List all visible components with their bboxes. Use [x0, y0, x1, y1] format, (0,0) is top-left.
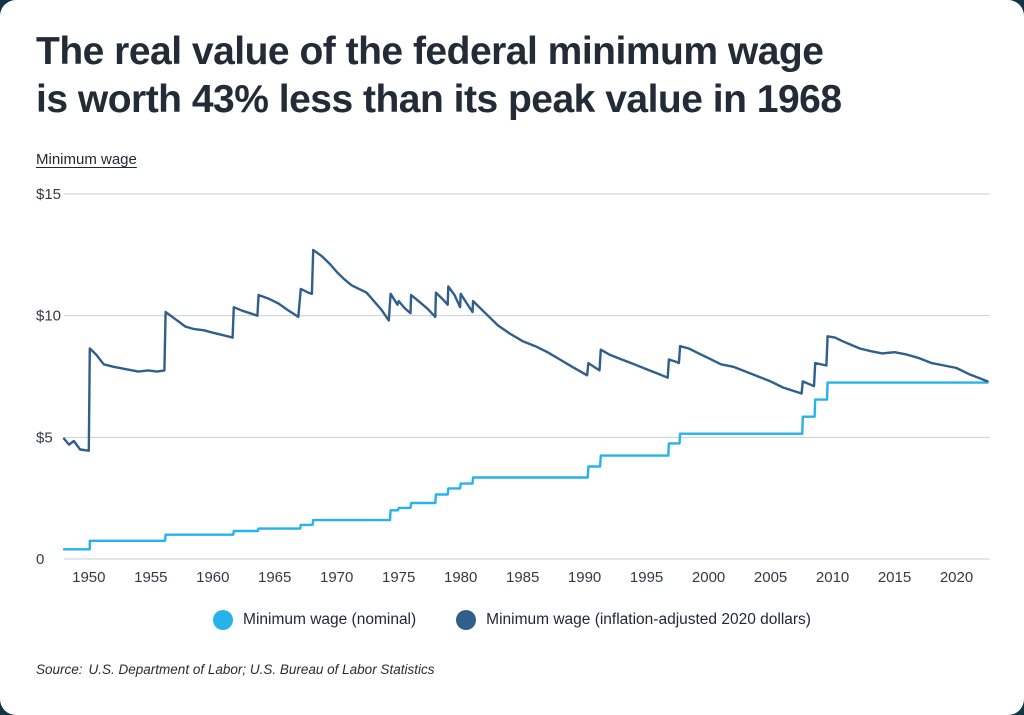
- x-tick-label: 2010: [816, 569, 849, 586]
- x-tick-label: 2020: [940, 569, 973, 586]
- x-tick-label: 1965: [258, 569, 291, 586]
- title-line-1: The real value of the federal minimum wa…: [36, 30, 824, 73]
- y-tick-label: $5: [36, 429, 53, 446]
- x-tick-label: 1995: [630, 569, 663, 586]
- legend-item-inflation-adjusted: Minimum wage (inflation-adjusted 2020 do…: [456, 610, 811, 631]
- x-tick-label: 1975: [382, 569, 415, 586]
- x-tick-label: 1950: [72, 569, 105, 586]
- x-tick-label: 2005: [754, 569, 787, 586]
- title-line-2: is worth 43% less than its peak value in…: [36, 77, 842, 121]
- chart-svg: 0 $5 $10 $15 1950 1955 1960 1965 1970 1975 1980 198…: [36, 186, 990, 586]
- legend-label-nominal: Minimum wage (nominal): [243, 611, 417, 629]
- y-tick-label: 0: [36, 551, 44, 568]
- legend-label-inflation-adjusted: Minimum wage (inflation-adjusted 2020 do…: [486, 611, 811, 629]
- source-note: Source: U.S. Department of Labor; U.S. Bu…: [36, 662, 1024, 677]
- chart-legend: Minimum wage (nominal) Minimum wage (inf…: [0, 610, 1024, 631]
- x-tick-label: 1985: [506, 569, 539, 586]
- x-tick-label: 1970: [320, 569, 353, 586]
- series-line-1: [62, 248, 989, 453]
- y-tick-label: $15: [36, 186, 61, 203]
- x-tick-label: 2015: [878, 569, 911, 586]
- legend-dot-inflation-adjusted-icon: [456, 610, 477, 631]
- x-tick-label: 2000: [692, 569, 725, 586]
- y-tick-label: $10: [36, 308, 61, 325]
- x-tick-label: 1990: [568, 569, 601, 586]
- x-tick-label: 1955: [134, 569, 167, 586]
- x-tick-label: 1980: [444, 569, 477, 586]
- series-line-0: [62, 381, 989, 551]
- legend-dot-nominal-icon: [213, 610, 234, 631]
- source-text: U.S. Department of Labor; U.S. Bureau of…: [88, 662, 435, 678]
- y-axis-label: Minimum wage: [36, 151, 137, 169]
- x-tick-label: 1960: [196, 569, 229, 586]
- page-title: The real value of the federal minimum wa…: [36, 28, 988, 123]
- source-label: Source:: [36, 662, 83, 678]
- legend-item-nominal: Minimum wage (nominal): [213, 610, 417, 631]
